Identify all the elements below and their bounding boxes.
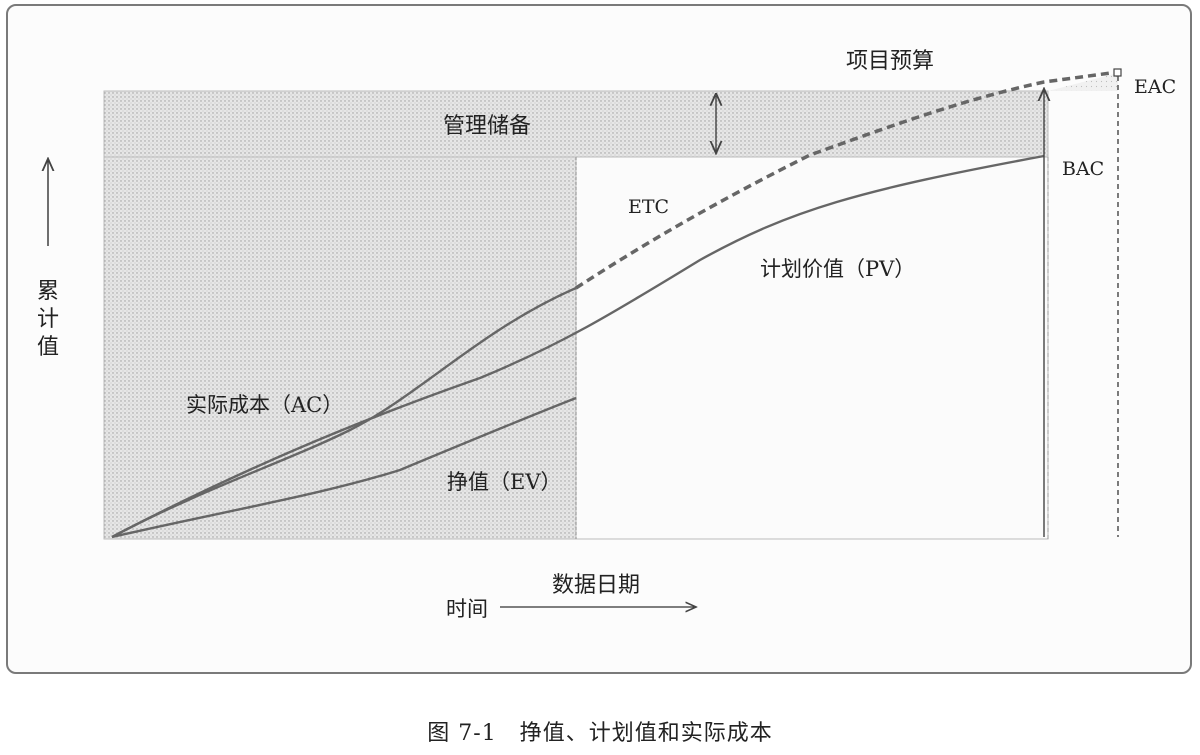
- pv-curve: [111, 154, 1045, 539]
- figure-caption: 图 7-1 挣值、计划值和实际成本: [427, 721, 773, 746]
- pv-label: 计划价值（PV）: [760, 257, 915, 281]
- y-axis-label: 累计值: [37, 279, 59, 360]
- eac-label: EAC: [1134, 76, 1176, 98]
- ac-curve: [111, 286, 577, 539]
- management-reserve-band: [103, 90, 1049, 158]
- bac-label: BAC: [1062, 158, 1104, 180]
- management-reserve-label: 管理储备: [443, 114, 531, 139]
- etc-label: ETC: [628, 196, 669, 218]
- project-budget-label: 项目预算: [846, 49, 934, 74]
- ev-curve: [111, 396, 577, 539]
- earned-value-diagram: 项目预算 管理储备 ETC EAC BAC 计划价值（PV） 实际成本（AC） …: [37, 49, 1176, 621]
- ev-label: 挣值（EV）: [447, 470, 562, 494]
- budget-overrun-region: [1048, 73, 1118, 91]
- ac-label: 实际成本（AC）: [186, 393, 343, 417]
- etc-curve: [575, 70, 1119, 290]
- data-date-label: 数据日期: [552, 573, 640, 598]
- eac-marker: [1113, 68, 1122, 77]
- actual-period-region: [103, 156, 577, 540]
- forecast-period-region: [575, 156, 1049, 540]
- time-label: 时间: [446, 597, 488, 621]
